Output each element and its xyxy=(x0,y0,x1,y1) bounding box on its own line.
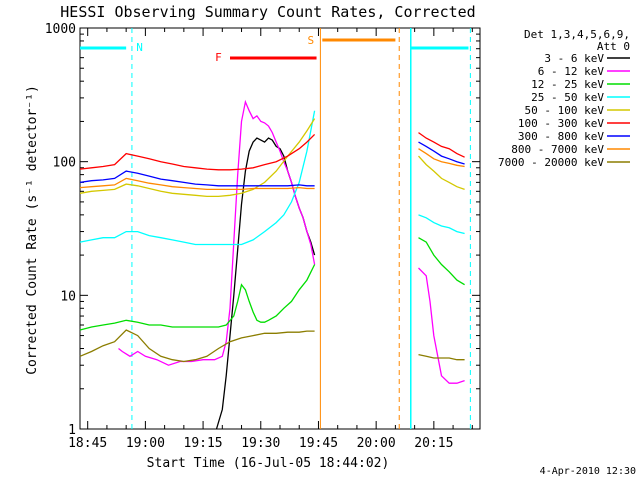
series-line-1 xyxy=(118,99,465,384)
x-tick-label: 20:00 xyxy=(357,436,396,451)
legend-label: 3 - 6 keV xyxy=(544,52,604,65)
status-overlays xyxy=(80,28,471,429)
x-tick-label: 18:45 xyxy=(68,436,107,451)
legend-label: 100 - 300 keV xyxy=(518,117,604,130)
annotation-s: S xyxy=(307,34,314,47)
series-line-8 xyxy=(79,329,465,363)
series-lines xyxy=(79,99,465,430)
legend-label: 800 - 7000 keV xyxy=(511,143,604,156)
x-tick-labels: 18:45 19:00 19:15 19:30 19:45 20:00 20:15 xyxy=(68,436,453,451)
series-line-7 xyxy=(79,148,465,191)
y-tick-label: 10 xyxy=(60,289,76,304)
legend-label: 300 - 800 keV xyxy=(518,130,604,143)
y-tick-label: 100 xyxy=(53,156,76,171)
annotations: N F S xyxy=(136,34,314,64)
legend-header-line-1: Det 1,3,4,5,6,9, xyxy=(524,28,630,41)
series-line-2 xyxy=(79,237,465,331)
y-axis-label: Corrected Count Rate (s⁻¹ detector⁻¹) xyxy=(25,85,40,375)
legend-label: 6 - 12 keV xyxy=(538,65,605,78)
legend-label: 25 - 50 keV xyxy=(531,91,604,104)
footer-date: 4-Apr-2010 12:30 xyxy=(540,466,636,477)
legend-label: 50 - 100 keV xyxy=(525,104,605,117)
x-tick-label: 19:15 xyxy=(184,436,223,451)
legend-header-line-2: Att 0 xyxy=(597,40,630,53)
annotation-n: N xyxy=(136,41,143,54)
legend-label: 7000 - 20000 keV xyxy=(498,156,604,169)
y-tick-labels: 1 10 100 1000 xyxy=(45,22,76,438)
x-axis-label: Start Time (16-Jul-05 18:44:02) xyxy=(147,456,390,471)
annotation-f: F xyxy=(215,51,222,64)
x-tick-label: 19:00 xyxy=(126,436,165,451)
series-line-6 xyxy=(79,141,465,187)
legend-label: 12 - 25 keV xyxy=(531,78,604,91)
axis-ticks xyxy=(80,27,480,430)
chart-title: HESSI Observing Summary Count Rates, Cor… xyxy=(60,3,475,21)
series-line-4 xyxy=(79,118,465,198)
x-tick-label: 20:15 xyxy=(414,436,453,451)
y-tick-label: 1 xyxy=(68,423,76,438)
x-tick-label: 19:30 xyxy=(241,436,280,451)
series-line-5 xyxy=(79,132,465,171)
y-tick-label: 1000 xyxy=(45,22,76,37)
series-line-3 xyxy=(79,110,465,246)
x-tick-label: 19:45 xyxy=(299,436,338,451)
